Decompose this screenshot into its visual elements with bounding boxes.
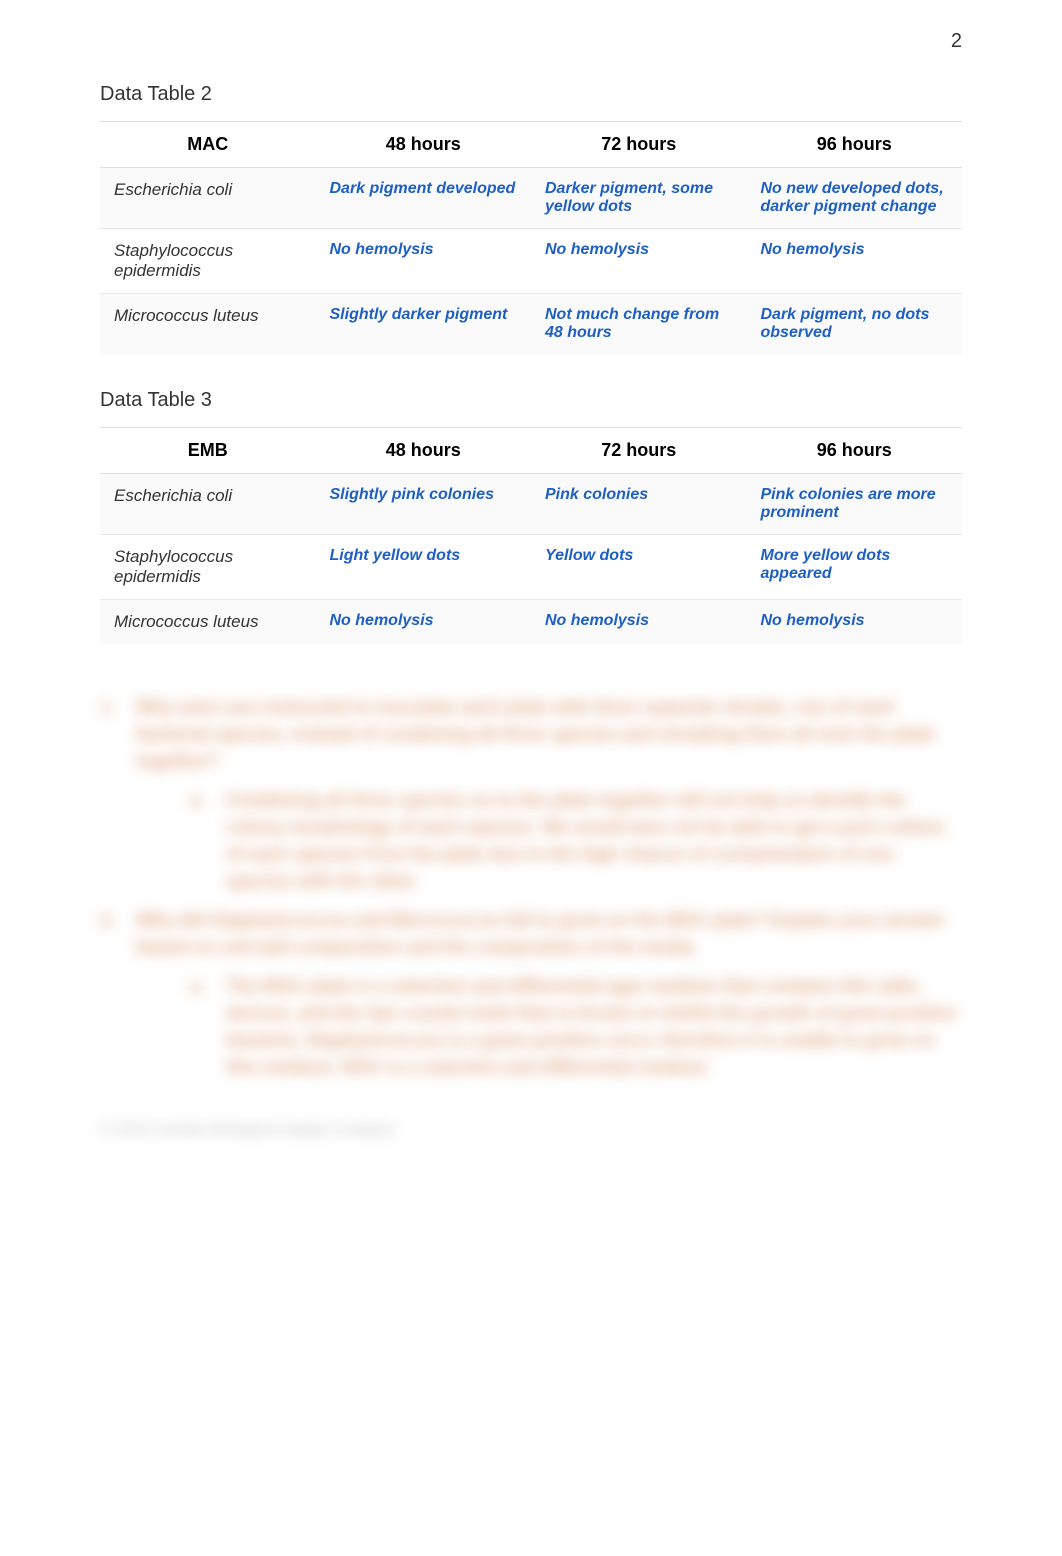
table3-col-72: 72 hours xyxy=(531,428,747,474)
organism-name: Escherichia coli xyxy=(100,168,316,229)
table2-col-72: 72 hours xyxy=(531,122,747,168)
observation-cell: Slightly pink colonies xyxy=(316,474,532,535)
question-text: Why did Staphylococcus and Micrococcus f… xyxy=(136,907,962,961)
blurred-questions: 1. Why were you instructed to inoculate … xyxy=(100,694,962,1081)
answer-text: The MAC plate is a selective and differe… xyxy=(226,973,962,1081)
copyright-footer: © 2019 Carolina Biological Supply Compan… xyxy=(100,1121,962,1138)
observation-cell: No hemolysis xyxy=(531,229,747,294)
observation-cell: No new developed dots, darker pigment ch… xyxy=(747,168,963,229)
table2-col-48: 48 hours xyxy=(316,122,532,168)
data-table-2: MAC 48 hours 72 hours 96 hours Escherich… xyxy=(100,121,962,354)
question-number: 1. xyxy=(100,694,122,775)
organism-name: Escherichia coli xyxy=(100,474,316,535)
question-2-answer: a. The MAC plate is a selective and diff… xyxy=(100,973,962,1081)
organism-name: Micrococcus luteus xyxy=(100,294,316,355)
question-number: 2. xyxy=(100,907,122,961)
organism-name: Micrococcus luteus xyxy=(100,600,316,645)
observation-cell: No hemolysis xyxy=(747,600,963,645)
organism-name: Staphylococcus epidermidis xyxy=(100,535,316,600)
observation-cell: Darker pigment, some yellow dots xyxy=(531,168,747,229)
question-1-answer: a. Combining all three species on to the… xyxy=(100,787,962,895)
data-table-3: EMB 48 hours 72 hours 96 hours Escherich… xyxy=(100,427,962,644)
table-row: Staphylococcus epidermidis No hemolysis … xyxy=(100,229,962,294)
table2-title: Data Table 2 xyxy=(100,83,962,106)
answer-text: Combining all three species on to the pl… xyxy=(226,787,962,895)
table-row: Micrococcus luteus No hemolysis No hemol… xyxy=(100,600,962,645)
table-row: Escherichia coli Slightly pink colonies … xyxy=(100,474,962,535)
organism-name: Staphylococcus epidermidis xyxy=(100,229,316,294)
observation-cell: No hemolysis xyxy=(747,229,963,294)
table-row: Escherichia coli Dark pigment developed … xyxy=(100,168,962,229)
table2-col-96: 96 hours xyxy=(747,122,963,168)
table3-header-row: EMB 48 hours 72 hours 96 hours xyxy=(100,428,962,474)
observation-cell: Pink colonies are more prominent xyxy=(747,474,963,535)
question-2: 2. Why did Staphylococcus and Micrococcu… xyxy=(100,907,962,961)
table2-col-mac: MAC xyxy=(100,122,316,168)
table-row: Staphylococcus epidermidis Light yellow … xyxy=(100,535,962,600)
table3-col-96: 96 hours xyxy=(747,428,963,474)
question-1: 1. Why were you instructed to inoculate … xyxy=(100,694,962,775)
observation-cell: Yellow dots xyxy=(531,535,747,600)
observation-cell: Dark pigment developed xyxy=(316,168,532,229)
observation-cell: Dark pigment, no dots observed xyxy=(747,294,963,355)
observation-cell: Light yellow dots xyxy=(316,535,532,600)
question-text: Why were you instructed to inoculate eac… xyxy=(136,694,962,775)
subitem-letter: a. xyxy=(190,787,212,895)
subitem-letter: a. xyxy=(190,973,212,1081)
table3-col-48: 48 hours xyxy=(316,428,532,474)
observation-cell: More yellow dots appeared xyxy=(747,535,963,600)
observation-cell: Not much change from 48 hours xyxy=(531,294,747,355)
observation-cell: No hemolysis xyxy=(531,600,747,645)
observation-cell: Pink colonies xyxy=(531,474,747,535)
observation-cell: No hemolysis xyxy=(316,229,532,294)
observation-cell: Slightly darker pigment xyxy=(316,294,532,355)
table3-title: Data Table 3 xyxy=(100,389,962,412)
table3-col-emb: EMB xyxy=(100,428,316,474)
table-row: Micrococcus luteus Slightly darker pigme… xyxy=(100,294,962,355)
table2-header-row: MAC 48 hours 72 hours 96 hours xyxy=(100,122,962,168)
page-number: 2 xyxy=(100,30,962,53)
observation-cell: No hemolysis xyxy=(316,600,532,645)
